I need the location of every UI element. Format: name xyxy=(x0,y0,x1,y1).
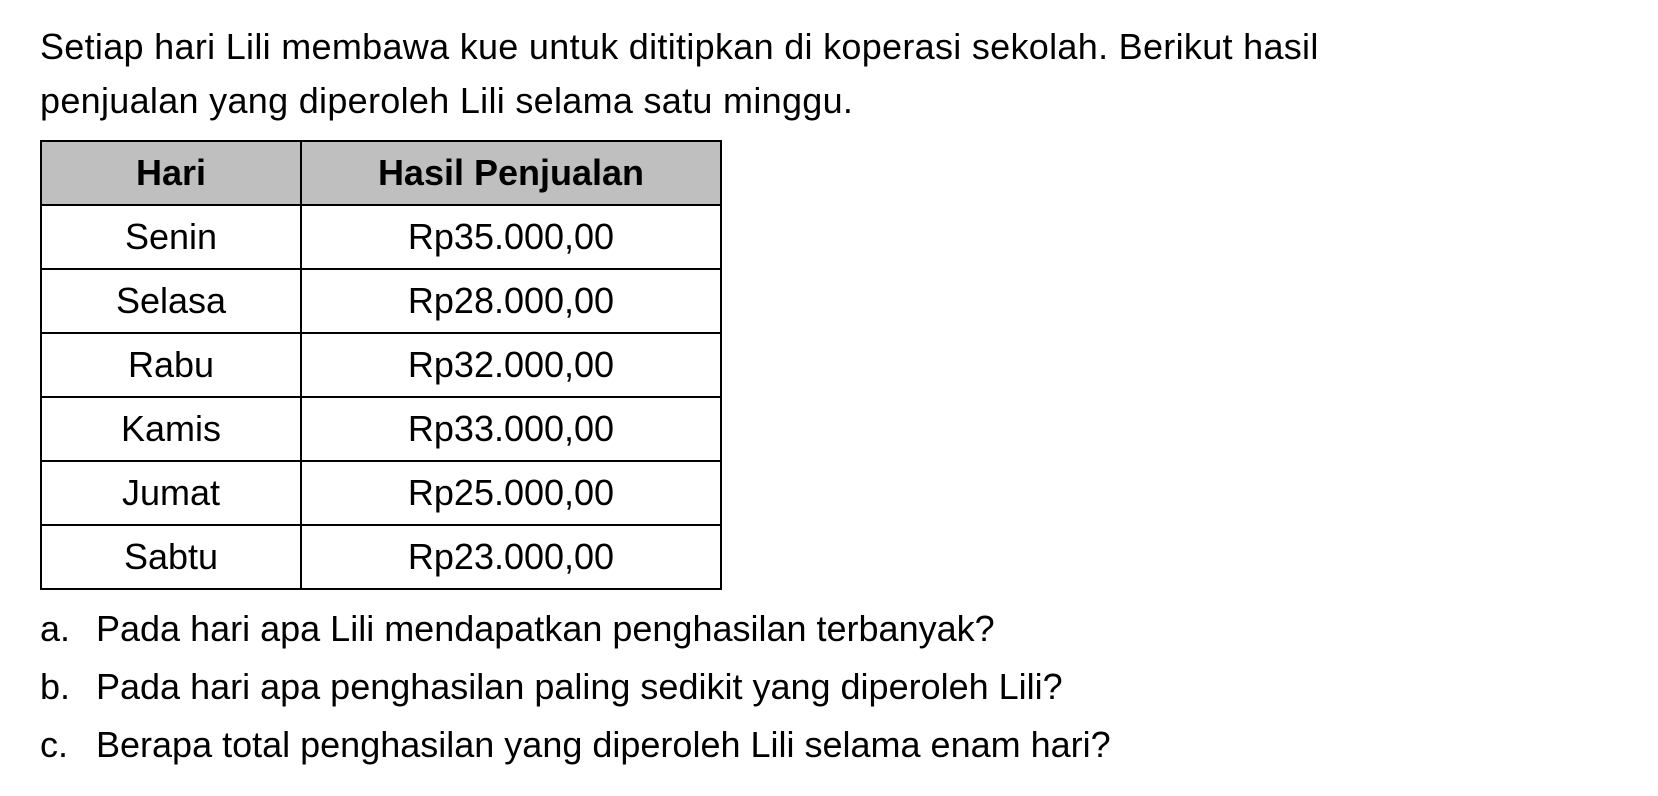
question-text: Pada hari apa Lili mendapatkan penghasil… xyxy=(96,602,1618,656)
value-cell: Rp28.000,00 xyxy=(301,269,721,333)
table-header-row: Hari Hasil Penjualan xyxy=(41,141,721,205)
question-letter: b. xyxy=(40,660,96,714)
intro-line-2: penjualan yang diperoleh Lili selama sat… xyxy=(40,80,853,121)
header-hasil: Hasil Penjualan xyxy=(301,141,721,205)
question-item: c. Berapa total penghasilan yang diperol… xyxy=(40,718,1618,772)
table-row: Kamis Rp33.000,00 xyxy=(41,397,721,461)
header-hari: Hari xyxy=(41,141,301,205)
day-cell: Rabu xyxy=(41,333,301,397)
table-row: Jumat Rp25.000,00 xyxy=(41,461,721,525)
value-cell: Rp35.000,00 xyxy=(301,205,721,269)
question-letter: a. xyxy=(40,602,96,656)
intro-paragraph: Setiap hari Lili membawa kue untuk ditit… xyxy=(40,20,1618,128)
question-text: Berapa total penghasilan yang diperoleh … xyxy=(96,718,1618,772)
questions-list: a. Pada hari apa Lili mendapatkan pengha… xyxy=(40,602,1618,772)
question-item: b. Pada hari apa penghasilan paling sedi… xyxy=(40,660,1618,714)
day-cell: Jumat xyxy=(41,461,301,525)
value-cell: Rp25.000,00 xyxy=(301,461,721,525)
day-cell: Sabtu xyxy=(41,525,301,589)
intro-line-1: Setiap hari Lili membawa kue untuk ditit… xyxy=(40,26,1319,67)
question-text: Pada hari apa penghasilan paling sedikit… xyxy=(96,660,1618,714)
table-row: Sabtu Rp23.000,00 xyxy=(41,525,721,589)
sales-table: Hari Hasil Penjualan Senin Rp35.000,00 S… xyxy=(40,140,722,590)
table-row: Selasa Rp28.000,00 xyxy=(41,269,721,333)
table-body: Senin Rp35.000,00 Selasa Rp28.000,00 Rab… xyxy=(41,205,721,589)
value-cell: Rp32.000,00 xyxy=(301,333,721,397)
table-row: Senin Rp35.000,00 xyxy=(41,205,721,269)
question-letter: c. xyxy=(40,718,96,772)
question-item: a. Pada hari apa Lili mendapatkan pengha… xyxy=(40,602,1618,656)
value-cell: Rp33.000,00 xyxy=(301,397,721,461)
table-row: Rabu Rp32.000,00 xyxy=(41,333,721,397)
day-cell: Kamis xyxy=(41,397,301,461)
value-cell: Rp23.000,00 xyxy=(301,525,721,589)
day-cell: Senin xyxy=(41,205,301,269)
day-cell: Selasa xyxy=(41,269,301,333)
